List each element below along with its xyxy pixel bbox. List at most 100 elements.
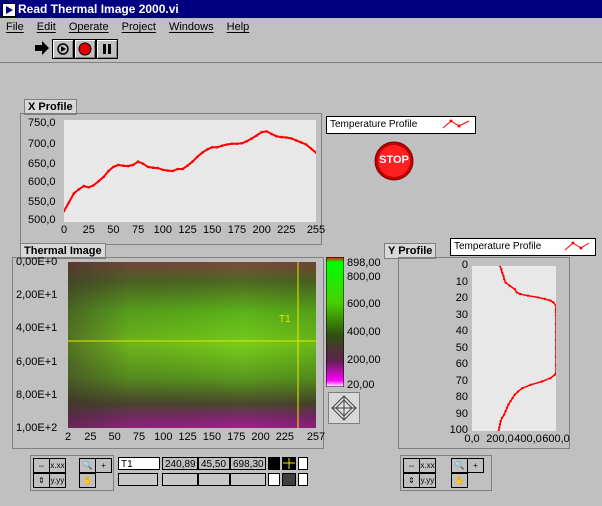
crosshair-icon[interactable]: + [467, 458, 484, 473]
x-autoscale-lock-icon[interactable]: ⇔ [33, 458, 50, 473]
window-title: Read Thermal Image 2000.vi [18, 2, 179, 16]
x-profile-point [235, 142, 239, 145]
run-arrow-icon[interactable] [34, 40, 50, 56]
cursor-move-diamond-icon [331, 395, 357, 421]
cursor-move-control[interactable] [328, 392, 360, 424]
x-profile-x-tick: 175 [227, 224, 247, 236]
x-profile-point [131, 163, 135, 167]
y-profile-point [502, 274, 505, 278]
y-format-icon[interactable]: y.yy [419, 473, 436, 488]
pan-hand-icon[interactable]: ✋ [451, 473, 468, 488]
zoom-icon[interactable]: 🔍 [79, 458, 96, 473]
cursor-y-value: 45,50 [198, 457, 230, 470]
cursor2-name-field [118, 473, 158, 486]
menu-edit[interactable]: Edit [36, 21, 56, 33]
thermal-image-y-tick: 0,00E+0 [16, 256, 58, 268]
x-profile-point [186, 164, 189, 167]
zoom-icon[interactable]: 🔍 [451, 458, 468, 473]
x-profile-plot-area[interactable] [64, 120, 316, 222]
x-profile-point [270, 132, 273, 136]
x-profile-point [126, 164, 130, 168]
y-profile-point [549, 299, 552, 302]
x-profile-y-tick: 700,0 [28, 138, 56, 150]
menu-project[interactable]: Project [121, 21, 156, 33]
y-profile-point [521, 386, 524, 390]
x-profile-point [294, 139, 298, 142]
graph-palette-right: ⇔ x.xx ⇕ y.yy 🔍 + ✋ [400, 455, 492, 491]
cursor-style-icon[interactable] [268, 457, 280, 470]
abort-icon[interactable] [74, 39, 96, 59]
color-scale-tick: 20,00 [347, 379, 375, 391]
thermal-image-y-tick: 2,00E+1 [16, 289, 58, 302]
menu-help[interactable]: Help [226, 21, 250, 33]
x-profile-point [97, 179, 100, 183]
cursor2-y-value [198, 473, 230, 486]
y-profile-y-tick: 40 [455, 325, 468, 337]
y-profile-label: Y Profile [384, 243, 437, 259]
thermal-image-x-tick: 125 [178, 431, 197, 443]
x-profile-x-tick: 25 [82, 224, 95, 236]
y-profile-point [500, 271, 504, 274]
cursor-label: T1 [279, 314, 291, 325]
cursor2-lock-icon [298, 473, 308, 486]
thermal-image-plot[interactable]: T1 [68, 262, 316, 428]
x-profile-point [141, 162, 145, 165]
menu-operate[interactable]: Operate [68, 21, 109, 33]
cursor-legend: T1 240,89 45,50 698,30 [118, 456, 318, 490]
x-profile-point [181, 167, 184, 171]
x-profile-point [72, 192, 76, 195]
menu-file[interactable]: File [6, 21, 24, 33]
cursor-lock-icon[interactable] [298, 457, 308, 470]
legend-line-swatch-icon [442, 119, 470, 129]
x-profile-point [77, 188, 81, 191]
y-profile-point [554, 314, 556, 317]
x-format-icon[interactable]: x.xx [419, 458, 436, 473]
x-profile-point [87, 186, 90, 189]
x-profile-point [250, 137, 254, 140]
x-profile-point [151, 166, 155, 169]
thermal-image-y-tick: 8,00E+1 [16, 388, 58, 401]
x-profile-graph [20, 113, 322, 245]
y-profile-x-tick: 400,0 [514, 433, 542, 445]
x-profile-point [92, 184, 95, 187]
x-profile-legend[interactable]: Temperature Profile [326, 116, 476, 134]
crosshair-icon[interactable]: + [95, 458, 112, 473]
y-profile-plot-area[interactable] [472, 266, 556, 431]
y-profile-point [515, 291, 518, 294]
cursor2-z-value [230, 473, 266, 486]
x-profile-point [260, 130, 263, 134]
toolbar [0, 36, 602, 63]
y-profile-point [507, 403, 510, 406]
x-profile-point [230, 142, 234, 145]
y-format-icon[interactable]: y.yy [49, 473, 66, 488]
y-profile-point [503, 278, 506, 281]
x-autoscale-lock-icon[interactable]: ⇔ [403, 458, 420, 473]
pause-icon[interactable] [96, 39, 118, 59]
thermal-image-x-tick: 25 [84, 431, 97, 443]
pan-hand-icon[interactable]: ✋ [79, 473, 96, 488]
x-profile-point [210, 146, 214, 149]
y-autoscale-lock-icon[interactable]: ⇕ [33, 473, 50, 488]
thermal-image-x-tick: 100 [154, 431, 173, 443]
x-profile-x-tick: 150 [203, 224, 222, 236]
x-profile-point [206, 148, 209, 151]
menu-bar: File Edit Operate Project Windows Help [0, 18, 602, 36]
x-profile-y-tick: 550,0 [28, 196, 56, 208]
cursor-z-value: 698,30 [230, 457, 266, 470]
y-profile-legend[interactable]: Temperature Profile [450, 238, 596, 256]
run-continuous-icon[interactable] [52, 39, 74, 59]
x-profile-y-tick: 750,0 [28, 117, 56, 129]
stop-button[interactable]: STOP [374, 141, 414, 181]
x-profile-point [309, 147, 313, 150]
color-scale-bar[interactable] [326, 257, 344, 387]
color-scale-tick: 200,00 [347, 353, 381, 366]
stop-button-label: STOP [379, 154, 409, 166]
x-format-icon[interactable]: x.xx [49, 458, 66, 473]
y-profile-point [497, 429, 500, 431]
y-autoscale-lock-icon[interactable]: ⇕ [403, 473, 420, 488]
x-profile-point [255, 134, 258, 137]
menu-windows[interactable]: Windows [168, 21, 214, 33]
cursor-color-icon[interactable] [282, 457, 296, 470]
cursor-name-field[interactable]: T1 [118, 457, 160, 470]
y-profile-point [504, 281, 507, 284]
